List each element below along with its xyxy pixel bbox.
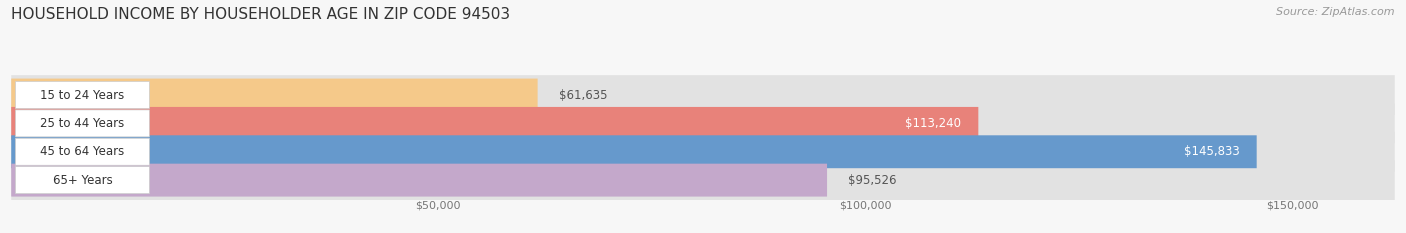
FancyBboxPatch shape	[11, 160, 1395, 200]
FancyBboxPatch shape	[11, 103, 1395, 143]
FancyBboxPatch shape	[11, 164, 827, 197]
FancyBboxPatch shape	[11, 107, 979, 140]
Text: 45 to 64 Years: 45 to 64 Years	[41, 145, 125, 158]
Text: HOUSEHOLD INCOME BY HOUSEHOLDER AGE IN ZIP CODE 94503: HOUSEHOLD INCOME BY HOUSEHOLDER AGE IN Z…	[11, 7, 510, 22]
FancyBboxPatch shape	[11, 79, 537, 111]
Text: $95,526: $95,526	[848, 174, 897, 187]
Text: $113,240: $113,240	[905, 117, 962, 130]
Text: $61,635: $61,635	[560, 89, 607, 102]
FancyBboxPatch shape	[15, 167, 149, 194]
FancyBboxPatch shape	[11, 75, 1395, 115]
Text: $145,833: $145,833	[1184, 145, 1240, 158]
FancyBboxPatch shape	[15, 138, 149, 165]
Text: Source: ZipAtlas.com: Source: ZipAtlas.com	[1277, 7, 1395, 17]
FancyBboxPatch shape	[11, 132, 1395, 172]
Text: 15 to 24 Years: 15 to 24 Years	[41, 89, 125, 102]
FancyBboxPatch shape	[15, 110, 149, 137]
Text: 65+ Years: 65+ Years	[52, 174, 112, 187]
FancyBboxPatch shape	[15, 82, 149, 109]
FancyBboxPatch shape	[11, 135, 1257, 168]
Text: 25 to 44 Years: 25 to 44 Years	[41, 117, 125, 130]
